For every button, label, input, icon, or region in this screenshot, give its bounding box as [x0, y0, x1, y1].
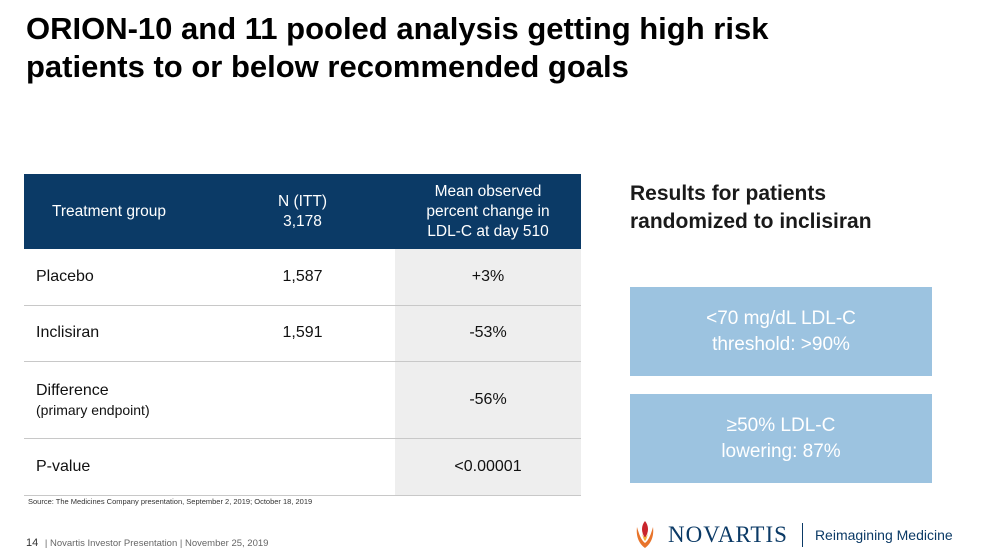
slide-title-line-1: ORION-10 and 11 pooled analysis getting … [26, 11, 769, 46]
table-row: Difference (primary endpoint) -56% [24, 361, 581, 439]
stat-box-line-2: threshold: >90% [712, 333, 850, 355]
brand-divider [801, 523, 803, 547]
header-change-line-1: Mean observed [434, 182, 542, 200]
slide-footer: 14 | Novartis Investor Presentation | No… [26, 537, 268, 549]
row-group-cell: P-value [24, 438, 210, 496]
row-n-cell: 1,587 [210, 249, 395, 306]
row-change-cell: +3% [395, 249, 581, 306]
table-row: Placebo 1,587 +3% [24, 249, 581, 306]
novartis-brand: NOVARTIS Reimagining Medicine [632, 518, 953, 552]
header-percent-change: Mean observed percent change in LDL-C at… [395, 174, 581, 249]
row-n-cell: 1,591 [210, 305, 395, 362]
header-treatment-group: Treatment group [24, 174, 210, 249]
brand-tagline: Reimagining Medicine [814, 527, 953, 543]
row-change-cell: -56% [395, 361, 581, 439]
row-group-cell: Difference (primary endpoint) [24, 361, 210, 439]
row-group-cell: Inclisiran [24, 305, 210, 362]
header-n-itt: N (ITT) 3,178 [210, 174, 395, 249]
source-note: Source: The Medicines Company presentati… [28, 497, 313, 506]
row-group-cell: Placebo [24, 249, 210, 306]
results-heading-line-2: randomized to inclisiran [630, 210, 872, 233]
results-heading-line-1: Results for patients [630, 182, 827, 205]
brand-name: NOVARTIS [668, 522, 788, 547]
row-change-cell: -53% [395, 305, 581, 362]
ldl-threshold-box: <70 mg/dL LDL-C threshold: >90% [630, 287, 932, 376]
header-change-line-2: percent change in [426, 202, 550, 220]
table-header-row: Treatment group N (ITT) 3,178 Mean obser… [24, 174, 581, 249]
results-table: Treatment group N (ITT) 3,178 Mean obser… [24, 174, 581, 496]
row-n-cell [210, 438, 395, 496]
slide-title-line-2: patients to or below recommended goals [26, 49, 629, 84]
row-group-sublabel: (primary endpoint) [36, 401, 150, 418]
page-number: 14 [26, 537, 39, 549]
stat-box-line-2: lowering: 87% [721, 440, 841, 462]
footer-text: | Novartis Investor Presentation | Novem… [44, 538, 269, 549]
slide-title: ORION-10 and 11 pooled analysis getting … [26, 10, 926, 86]
novartis-flame-icon [636, 521, 654, 548]
header-n-value: 3,178 [283, 212, 322, 230]
stat-box-line-1: <70 mg/dL LDL-C [706, 307, 856, 329]
header-n-label: N (ITT) [277, 192, 328, 210]
row-change-cell: <0.00001 [395, 438, 581, 496]
table-row: Inclisiran 1,591 -53% [24, 305, 581, 362]
table-row: P-value <0.00001 [24, 438, 581, 496]
ldl-lowering-box: ≥50% LDL-C lowering: 87% [630, 394, 932, 483]
header-change-line-3: LDL-C at day 510 [427, 222, 549, 240]
row-group-label: Difference [36, 381, 109, 399]
stat-box-line-1: ≥50% LDL-C [726, 414, 836, 436]
row-n-cell [210, 361, 395, 439]
results-heading: Results for patients randomized to incli… [630, 180, 960, 236]
